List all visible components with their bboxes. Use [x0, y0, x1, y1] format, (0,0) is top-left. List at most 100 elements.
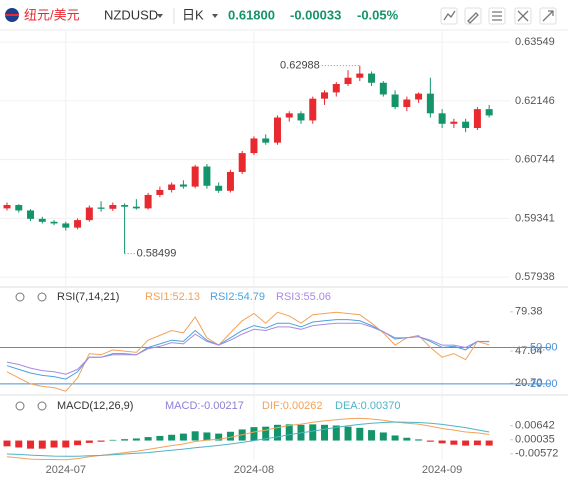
pair-name[interactable]: 纽元/美元 [24, 7, 80, 22]
macd-bar [27, 440, 35, 449]
macd-bar [15, 440, 23, 448]
candle-body [226, 171, 234, 191]
tool-button[interactable] [464, 7, 482, 25]
candle-body [238, 153, 246, 172]
candle-body [191, 166, 199, 187]
macd-bar [285, 424, 293, 441]
rsi-line [6, 322, 490, 375]
gear-icon[interactable] [37, 401, 47, 411]
y-tick-label: 79.38 [515, 306, 543, 318]
macd-bar [438, 440, 446, 444]
macd-bar [262, 426, 270, 441]
tool-button[interactable] [488, 7, 506, 25]
macd-bar [156, 435, 164, 441]
tool-fullscreen[interactable] [517, 10, 529, 22]
gear-icon[interactable] [37, 292, 47, 302]
macd-bar [450, 440, 458, 445]
macd-bar [485, 440, 493, 446]
candle-body [62, 223, 70, 228]
toolbar [440, 7, 557, 25]
macd-bar [97, 440, 105, 442]
candle-body [368, 73, 376, 83]
candle-body [438, 113, 446, 124]
macd-bar [379, 432, 387, 441]
x-tick-label: 2024-09 [422, 464, 462, 476]
candle-body [85, 207, 93, 221]
candle-body [179, 184, 187, 187]
macd-bar [109, 439, 117, 441]
macd-bar [344, 426, 352, 441]
x-tick-label: 2024-07 [46, 464, 86, 476]
macd-bar [85, 440, 93, 443]
y-tick-label: 0.60744 [515, 154, 555, 166]
eye-icon[interactable] [15, 292, 25, 302]
tool-draw[interactable] [467, 12, 479, 24]
panel-icons [15, 292, 47, 411]
y-tick-label: 0.57938 [515, 271, 555, 283]
candle-body [168, 184, 176, 190]
y-tick-label: 0.00035 [515, 434, 555, 446]
candle-body [321, 92, 329, 99]
candle-body [262, 138, 270, 143]
legend-label: RSI2:54.79 [210, 291, 265, 303]
x-tick-label: 2024-08 [234, 464, 274, 476]
candle-body [450, 121, 458, 124]
macd-bar [62, 440, 70, 448]
candle-body [344, 77, 352, 85]
macd-bar [321, 424, 329, 441]
header: 纽元/美元 NZDUSD 日K 0.61800 -0.00033 -0.05% [5, 7, 557, 25]
macd-bar [203, 432, 211, 441]
reference-label: 20.00 [530, 378, 558, 390]
macd-bar [273, 424, 281, 441]
macd-bar [473, 440, 481, 446]
legend-label: RSI3:55.06 [276, 291, 331, 303]
legend-label: DIF:0.00262 [262, 400, 323, 412]
period[interactable]: 日K [182, 7, 204, 22]
candle-body [215, 185, 223, 191]
candle-body [462, 121, 470, 128]
tool-expand[interactable] [542, 10, 554, 22]
macd-bar [391, 435, 399, 441]
candle-body [473, 109, 481, 128]
candle-body [391, 94, 399, 108]
tool-button[interactable] [440, 7, 458, 25]
macd-bar [132, 438, 140, 441]
dropdown-caret[interactable] [157, 14, 163, 18]
legend-label: MACD:-0.00217 [165, 400, 244, 412]
macd-bar [462, 440, 470, 446]
macd-bar [250, 427, 258, 441]
candle-body [38, 218, 46, 222]
candle-body [356, 73, 364, 78]
tool-indicator[interactable] [443, 10, 456, 21]
tool-button[interactable] [514, 7, 532, 25]
tool-button[interactable] [539, 7, 557, 25]
eye-icon[interactable] [15, 401, 25, 411]
legend-label: RSI1:52.13 [145, 291, 200, 303]
macd-line [6, 421, 490, 457]
macd-bar [215, 433, 223, 441]
rsi-line [6, 311, 490, 392]
rsi-line [6, 319, 490, 380]
candle-body [332, 84, 340, 93]
macd-bar [368, 430, 376, 441]
reference-label: 50.00 [530, 341, 558, 353]
y-tick-label: 0.63549 [515, 36, 555, 48]
candle-body [97, 207, 105, 209]
y-tick-label: 20.70 [515, 377, 543, 389]
macd-bar [426, 440, 434, 442]
candle-body [15, 205, 23, 211]
candle-body [109, 205, 117, 209]
candle-body [379, 82, 387, 95]
macd-bar [144, 437, 152, 441]
macd-bar [356, 427, 364, 441]
macd-bar [168, 434, 176, 441]
high-label: 0.62988 [280, 60, 320, 72]
candle-body [50, 221, 58, 224]
candle-body [203, 166, 211, 186]
candle-body [3, 205, 11, 209]
candle-body [121, 205, 129, 207]
macd-bar [74, 440, 82, 446]
tool-settings[interactable] [492, 11, 502, 21]
dropdown-caret[interactable] [212, 14, 218, 18]
symbol[interactable]: NZDUSD [104, 7, 158, 22]
